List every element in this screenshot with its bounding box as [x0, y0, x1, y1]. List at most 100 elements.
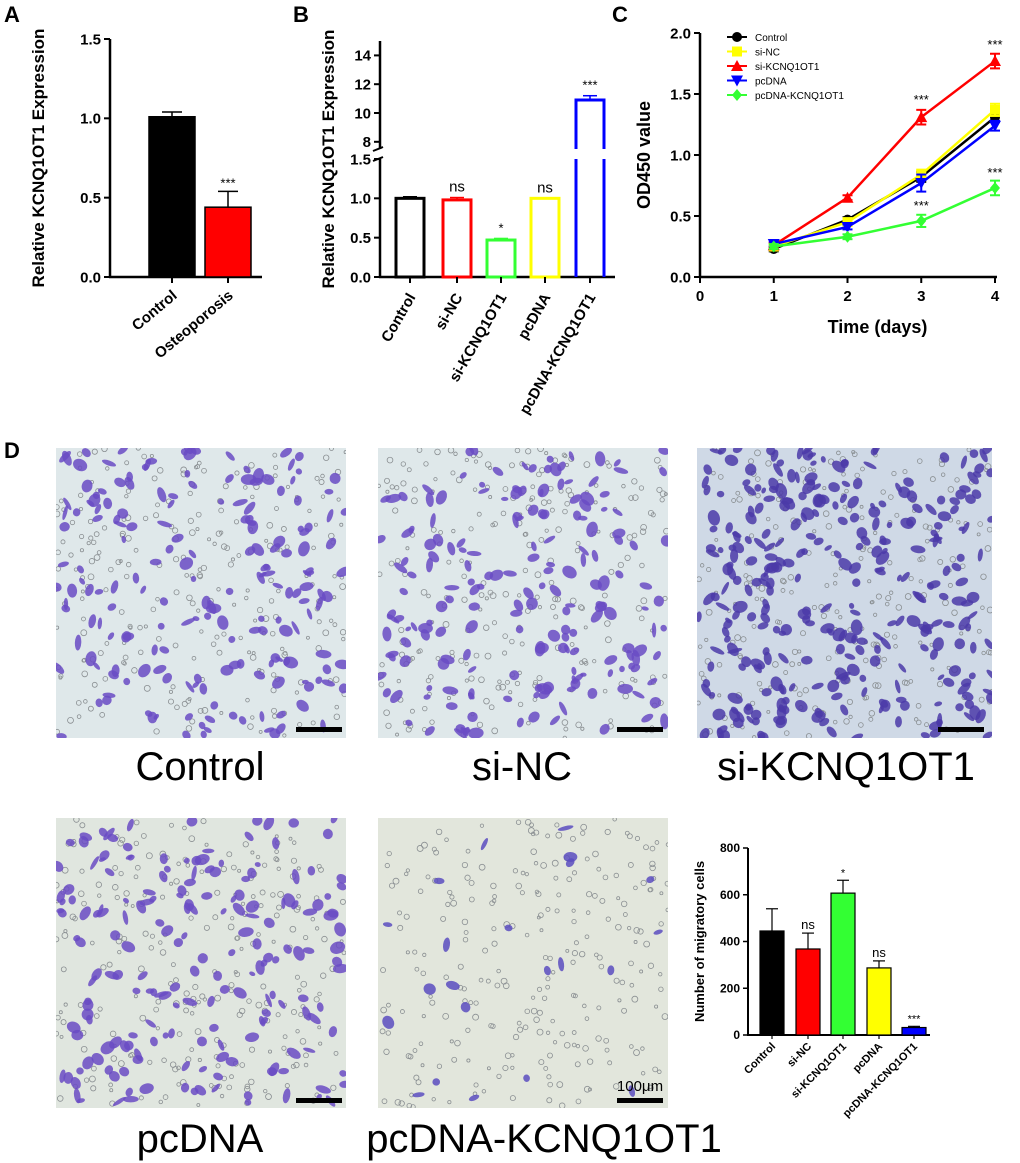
membrane-pore	[954, 477, 960, 483]
membrane-pore	[155, 1026, 160, 1031]
membrane-pore	[476, 721, 484, 728]
membrane-pore	[143, 684, 151, 692]
membrane-pore	[263, 1088, 268, 1094]
stained-cell	[773, 463, 783, 477]
data-point	[916, 214, 927, 227]
membrane-pore	[640, 597, 648, 605]
stained-cell	[513, 511, 523, 521]
stained-cell	[303, 681, 315, 692]
stained-cell	[179, 557, 194, 570]
membrane-pore	[783, 670, 789, 675]
membrane-pore	[904, 593, 912, 600]
membrane-pore	[339, 583, 346, 590]
stained-cell	[184, 899, 194, 911]
stained-cell	[509, 670, 520, 681]
stained-cell	[330, 941, 346, 954]
membrane-pore	[766, 709, 771, 714]
membrane-pore	[79, 868, 85, 874]
stained-cell	[594, 601, 608, 613]
membrane-pore	[888, 494, 894, 500]
membrane-pore	[522, 567, 529, 574]
stained-cell	[887, 620, 897, 627]
y-axis-label: OD450 value	[634, 101, 654, 209]
membrane-pore	[80, 1045, 88, 1053]
membrane-pore	[400, 1009, 405, 1014]
membrane-pore	[496, 1073, 502, 1079]
stained-cell	[599, 490, 610, 498]
stained-cell	[745, 463, 757, 476]
stained-cell	[721, 626, 730, 638]
stained-cell	[143, 458, 151, 471]
stained-cell	[455, 724, 466, 734]
stained-cell	[134, 1048, 143, 1062]
membrane-pore	[633, 927, 640, 934]
membrane-pore	[789, 661, 796, 668]
stained-cell	[339, 1070, 346, 1077]
stained-cell	[157, 622, 165, 630]
membrane-pore	[545, 833, 551, 839]
stained-cell	[950, 505, 959, 515]
membrane-pore	[60, 539, 66, 545]
membrane-pore	[199, 869, 205, 875]
stained-cell	[745, 556, 758, 566]
stained-cell	[424, 538, 437, 551]
stained-cell	[513, 599, 524, 612]
membrane-pore	[808, 467, 813, 472]
membrane-pore	[863, 694, 870, 701]
stained-cell	[699, 728, 710, 738]
membrane-pore	[554, 822, 560, 828]
membrane-pore	[613, 1083, 620, 1090]
stained-cell	[604, 655, 618, 665]
x-tick-label: pcDNA	[851, 1041, 885, 1075]
membrane-pore	[605, 636, 612, 644]
membrane-pore	[789, 590, 794, 595]
membrane-pore	[959, 631, 964, 636]
stained-cell	[230, 895, 237, 903]
stained-cell	[811, 710, 826, 723]
membrane-pore	[980, 605, 985, 610]
stained-cell	[132, 572, 140, 584]
membrane-pore	[538, 537, 545, 543]
stained-cell	[828, 482, 840, 493]
membrane-pore	[250, 494, 255, 500]
stained-cell	[826, 726, 837, 738]
membrane-pore	[755, 476, 761, 482]
membrane-pore	[571, 992, 576, 998]
stained-cell	[730, 548, 739, 563]
membrane-pore	[468, 1000, 474, 1006]
stained-cell	[442, 686, 459, 695]
stained-cell	[238, 927, 254, 937]
membrane-pore	[195, 511, 202, 518]
membrane-pore	[562, 508, 568, 515]
membrane-pore	[626, 534, 634, 541]
membrane-pore	[405, 546, 410, 551]
stained-cell	[659, 467, 668, 477]
stained-cell	[123, 1095, 139, 1103]
panel-letter-d: D	[4, 438, 20, 463]
stained-cell	[768, 477, 780, 491]
stained-cell	[153, 664, 167, 674]
membrane-pore	[248, 1046, 256, 1053]
membrane-pore	[105, 466, 110, 471]
stained-cell	[190, 575, 197, 583]
membrane-pore	[780, 588, 786, 593]
membrane-pore	[339, 629, 346, 636]
membrane-pore	[502, 1064, 509, 1072]
stained-cell	[763, 562, 778, 573]
y-axis-label: Number of migratory cells	[692, 861, 707, 1022]
membrane-pore	[201, 707, 209, 714]
membrane-pore	[825, 655, 832, 662]
membrane-pore	[796, 691, 803, 698]
membrane-pore	[87, 518, 94, 525]
y-tick-label: 0	[733, 1028, 740, 1042]
membrane-pore	[529, 822, 534, 828]
bar	[830, 892, 856, 1036]
stained-cell	[261, 474, 275, 485]
membrane-pore	[233, 519, 240, 525]
stained-cell	[338, 683, 346, 694]
membrane-pore	[303, 1062, 309, 1068]
stained-cell	[968, 672, 976, 680]
x-tick-label: si-NC	[785, 1041, 814, 1070]
membrane-pore	[570, 959, 576, 965]
